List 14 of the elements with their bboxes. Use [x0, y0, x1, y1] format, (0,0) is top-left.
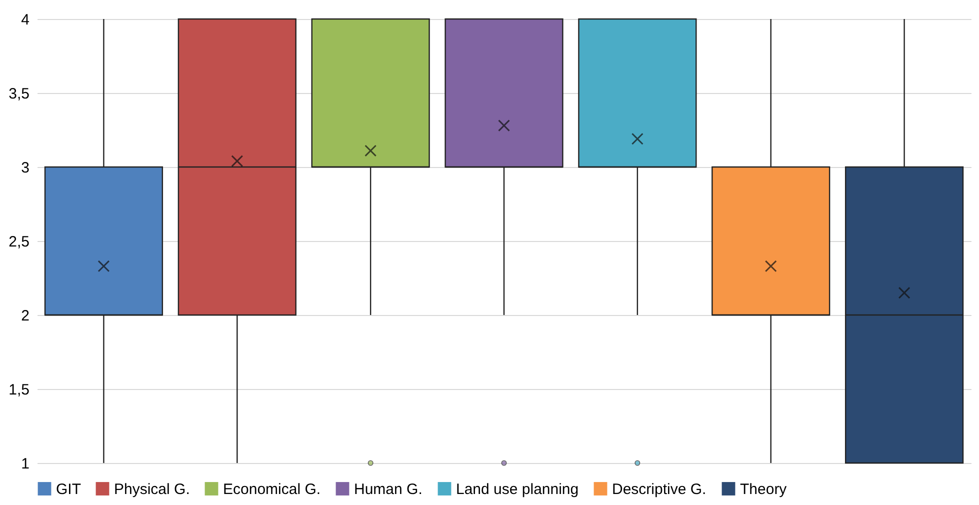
legend-label: Economical G.: [223, 480, 321, 498]
y-tick-label: 3: [21, 160, 30, 176]
legend-label: Theory: [740, 480, 788, 498]
y-tick-label: 2: [21, 308, 30, 324]
legend-label: Descriptive G.: [612, 480, 706, 498]
legend-label: GIT: [56, 480, 81, 498]
y-tick-label: 1: [21, 456, 30, 472]
y-tick-label: 1,5: [8, 382, 30, 398]
legend-label: Human G.: [354, 480, 422, 498]
legend-label: Physical G.: [114, 480, 190, 498]
legend-label: Land use planning: [456, 480, 579, 498]
y-tick-label: 3,5: [8, 86, 30, 102]
y-tick-label: 4: [21, 12, 30, 28]
y-tick-label: 2,5: [8, 234, 30, 250]
